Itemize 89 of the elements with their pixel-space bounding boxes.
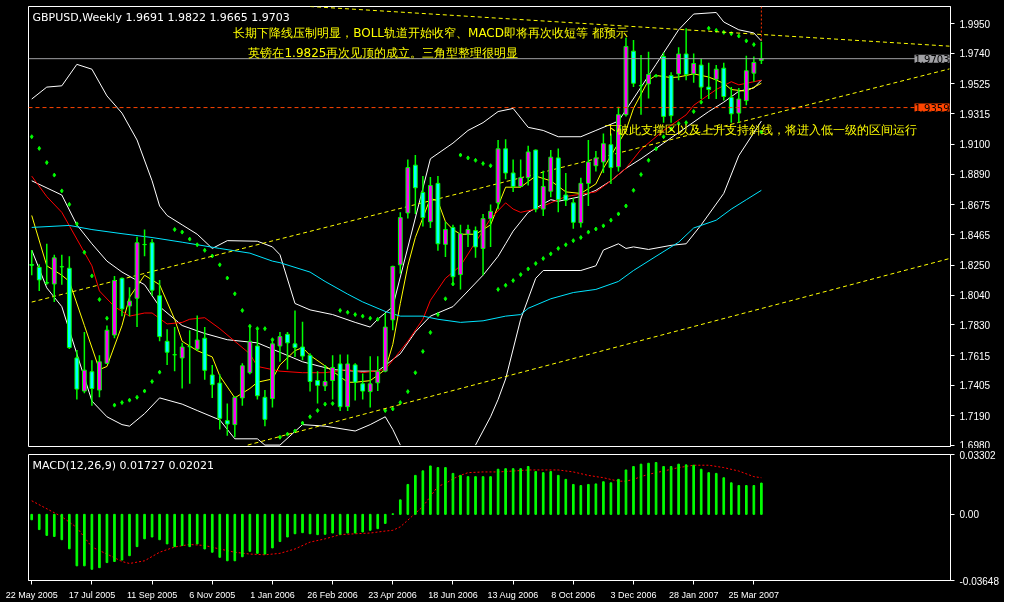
candlestick xyxy=(164,328,170,366)
x-tick-label: 1 Jan 2006 xyxy=(250,589,295,600)
candlestick xyxy=(322,364,328,392)
y-tick-label: 1.9100 xyxy=(959,139,991,151)
x-tick-label: 13 Aug 2006 xyxy=(487,589,539,600)
x-tick-label: 3 Dec 2006 xyxy=(610,589,657,600)
y-tick-label: 1.6980 xyxy=(959,439,991,451)
candlestick xyxy=(194,314,200,352)
x-tick-label: 17 Jul 2005 xyxy=(68,589,116,600)
candlestick xyxy=(36,263,42,292)
annotation: 英镑在1.9825再次见顶的成立。三角型整理很明显 xyxy=(248,45,519,60)
candlestick xyxy=(262,389,268,427)
candlestick xyxy=(315,370,320,405)
candlestick xyxy=(570,197,576,230)
chart-title: GBPUSD,Weekly 1.9691 1.9822 1.9665 1.9703 xyxy=(32,10,290,24)
y-tick-label: 1.7405 xyxy=(959,380,991,392)
y-tick-label: 1.7190 xyxy=(959,410,991,422)
y-tick-label: 0.00 xyxy=(959,509,980,521)
candlestick xyxy=(142,228,147,258)
candlestick xyxy=(44,243,50,286)
candlestick xyxy=(465,224,471,248)
candlestick xyxy=(736,87,742,124)
candlestick xyxy=(224,402,230,437)
candlestick xyxy=(179,342,185,390)
candlestick xyxy=(706,62,712,100)
candlestick xyxy=(29,249,35,276)
y-tick-label: 1.8890 xyxy=(959,169,991,181)
x-tick-label: 18 Jun 2006 xyxy=(428,589,478,600)
candlestick xyxy=(683,27,689,81)
candlestick xyxy=(352,362,358,402)
candlestick xyxy=(751,55,757,83)
y-tick-label: -0.03648 xyxy=(959,575,1000,587)
ref-line-label: 1.9703 xyxy=(914,53,950,65)
candlestick xyxy=(209,364,215,399)
candlestick xyxy=(601,132,606,174)
candlestick xyxy=(89,359,95,407)
candlestick xyxy=(285,331,290,371)
candlestick xyxy=(473,225,478,259)
candlestick xyxy=(676,46,682,81)
line-series xyxy=(31,11,762,328)
y-tick-label: 1.9525 xyxy=(959,78,991,90)
y-tick-label: 1.9740 xyxy=(959,48,991,60)
x-tick-label: 28 Jan 2007 xyxy=(668,589,719,600)
chart-title: MACD(12,26,9) 0.01727 0.02021 xyxy=(32,458,215,472)
candlestick xyxy=(510,158,516,193)
y-tick-label: 1.7830 xyxy=(959,319,991,331)
candlestick xyxy=(518,158,524,188)
candlestick xyxy=(443,220,448,258)
candlestick xyxy=(187,329,193,385)
candlestick xyxy=(292,309,298,358)
candlestick xyxy=(691,52,697,84)
ref-line-label: 1.9359 xyxy=(914,102,950,114)
candlestick xyxy=(728,86,734,124)
y-tick-label: 1.7615 xyxy=(959,350,991,362)
candlestick xyxy=(412,154,418,215)
line-series xyxy=(31,189,762,323)
x-tick-label: 23 Apr 2006 xyxy=(368,589,417,600)
candlestick xyxy=(172,326,178,372)
x-tick-label: 22 May 2005 xyxy=(5,589,58,600)
x-tick-label: 26 Feb 2006 xyxy=(307,589,358,600)
x-tick-label: 6 Nov 2005 xyxy=(189,589,236,600)
candlestick xyxy=(713,64,719,100)
candlestick xyxy=(375,355,381,392)
candlestick xyxy=(300,321,305,361)
y-tick-label: 1.8250 xyxy=(959,260,991,272)
candlestick xyxy=(82,331,87,394)
candlestick xyxy=(59,253,65,286)
x-tick-label: 11 Sep 2005 xyxy=(126,589,178,600)
candlestick xyxy=(127,286,132,317)
y-tick-label: 1.8465 xyxy=(959,229,991,241)
candlestick xyxy=(330,354,335,401)
candlestick xyxy=(585,139,591,207)
y-tick-label: 0.03302 xyxy=(959,449,997,461)
y-tick-label: 1.9950 xyxy=(959,18,991,30)
candlestick xyxy=(488,203,493,248)
candlestick xyxy=(540,169,546,217)
candlestick xyxy=(277,331,283,363)
y-tick-label: 1.9315 xyxy=(959,108,991,120)
candlestick xyxy=(367,355,373,409)
x-tick-label: 8 Oct 2006 xyxy=(551,589,596,600)
y-tick-label: 1.8675 xyxy=(959,199,991,211)
candlestick xyxy=(593,150,599,173)
candlestick xyxy=(646,51,651,100)
candlestick xyxy=(563,172,569,207)
y-tick-label: 1.8040 xyxy=(959,290,991,302)
candlestick xyxy=(360,372,366,401)
annotation: 长期下降线压制明显，BOLL轨道开始收窄、MACD即将再次收短等 都预示 xyxy=(233,25,628,40)
x-tick-label: 25 Mar 2007 xyxy=(728,589,780,600)
candlestick xyxy=(638,54,644,116)
